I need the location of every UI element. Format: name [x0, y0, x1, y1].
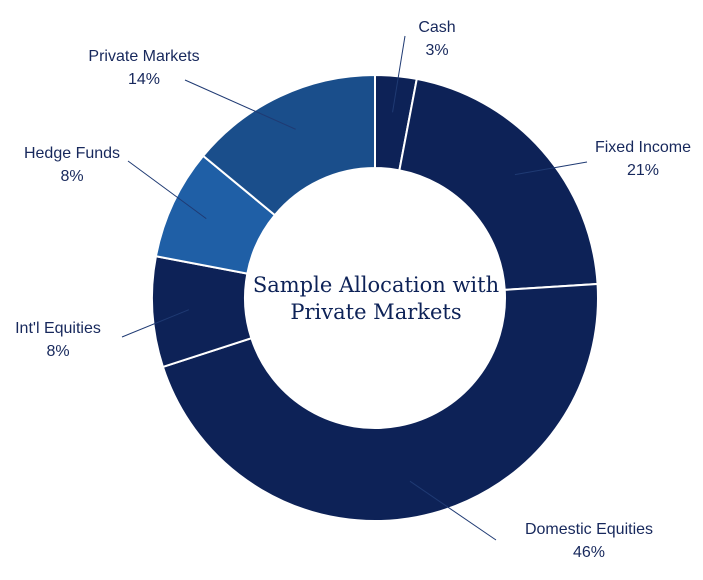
- slice-label: Int'l Equities: [15, 320, 101, 337]
- slice-fixed-income: [398, 77, 599, 291]
- slice-label: Private Markets: [88, 48, 199, 65]
- leader-line: [184, 79, 296, 130]
- slice-value-label: 8%: [46, 343, 69, 360]
- slice-label: Cash: [418, 19, 455, 36]
- slice-private-markets: [201, 73, 376, 217]
- slices: [151, 73, 599, 522]
- slice-label: Domestic Equities: [525, 521, 653, 538]
- slice-value-label: 8%: [60, 168, 83, 185]
- leader-line: [409, 480, 497, 541]
- slice-label: Hedge Funds: [24, 145, 120, 162]
- chart-title: Sample Allocation with Private Markets: [226, 272, 526, 326]
- chart-title-line-2: Private Markets: [290, 300, 462, 324]
- leader-line: [392, 35, 406, 113]
- leader-lines: [121, 35, 588, 541]
- leader-line: [121, 309, 190, 338]
- slice-value-label: 14%: [128, 71, 160, 88]
- slice-value-label: 46%: [573, 544, 605, 561]
- slice-label: Fixed Income: [595, 139, 691, 156]
- leader-line: [514, 161, 588, 176]
- slice-value-label: 3%: [425, 42, 448, 59]
- slice-value-label: 21%: [627, 162, 659, 179]
- chart-title-line-1: Sample Allocation with: [252, 273, 500, 297]
- slice-domestic-equities: [161, 282, 599, 522]
- leader-line: [127, 160, 207, 219]
- slice-labels: Cash 3% Fixed Income 21% Domestic Equities 46…: [15, 19, 691, 561]
